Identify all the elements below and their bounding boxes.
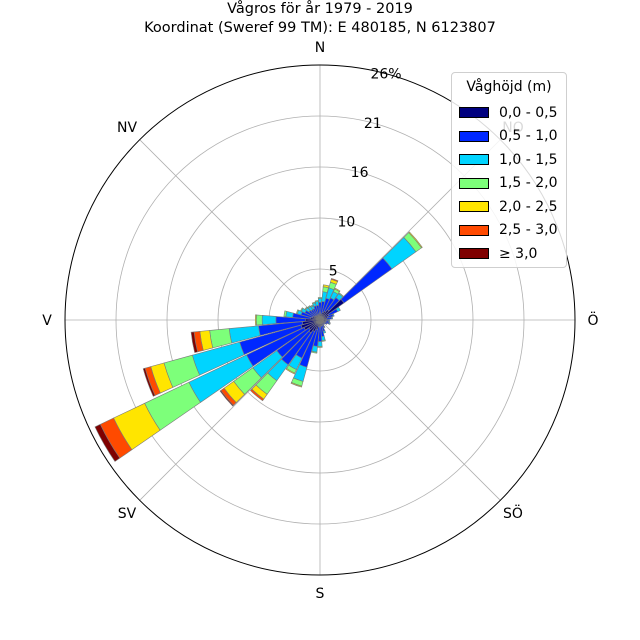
rose-bar-segment [331,316,334,320]
rose-bar-segment [311,350,318,354]
rose-bar-segment [332,313,335,317]
rose-bar-segment [321,339,326,342]
rose-bar-segment [317,298,323,303]
rose-bar-segment [190,331,198,353]
grid-spoke [319,319,501,501]
legend-swatch [459,201,489,213]
rose-bar-segment [285,368,296,375]
legend-label: 0,0 - 0,5 [499,104,558,121]
radial-tick-label: 10 [337,215,355,231]
legend-swatch [459,154,489,166]
rose-bar-segment [290,382,303,388]
rose-bar-segment [254,314,257,326]
legend-swatch [459,130,489,142]
legend-swatch [459,224,489,236]
legend-item: 1,0 - 1,5 [452,148,566,172]
direction-label: Ö [587,311,598,329]
rose-bar-segment [328,322,331,325]
rose-bar-segment [307,305,311,309]
chart-title: Vågros för år 1979 - 2019 [227,1,413,17]
rose-bar-segment [314,300,319,303]
legend-label: 1,5 - 2,0 [499,175,558,192]
rose-bar-segment [330,278,339,283]
chart-subtitle: Koordinat (Sweref 99 TM): E 480185, N 61… [144,20,496,36]
legend: Våghöjd (m) 0,0 - 0,5 0,5 - 1,0 1,0 - 1,5 1… [451,72,567,268]
rose-bar-segment [317,297,323,299]
chart-title-block: Vågros för år 1979 - 2019 Koordinat (Swe… [0,0,640,38]
outer-circle [64,64,576,576]
direction-label: SV [118,506,137,522]
legend-item: 0,5 - 1,0 [452,125,566,149]
rose-bar-segment [408,231,423,249]
rose-bar-segment [323,321,328,325]
legend-item: 0,0 - 0,5 [452,101,566,125]
legend-label: ≥ 3,0 [499,245,538,262]
rose-bar-segment [283,310,288,318]
legend-title: Våghöjd (m) [466,79,552,95]
legend-item: 1,5 - 2,0 [452,172,566,196]
rose-bar-segment [261,315,277,325]
direction-label: S [316,586,325,602]
rose-bar-segment [317,346,323,348]
direction-label: SÖ [503,504,523,522]
legend-items: 0,0 - 0,5 0,5 - 1,0 1,0 - 1,5 1,5 - 2,0 2,0 … [452,101,566,266]
rose-bar-segment [219,390,234,407]
rose-bars [94,231,423,462]
rose-bar-segment [94,423,121,462]
rose-bar-segment [334,287,341,293]
radial-tick-label: 26% [370,67,401,83]
rose-bar-segment [335,306,341,312]
legend-swatch [459,248,489,260]
direction-label: N [315,40,325,56]
legend-item: 2,0 - 2,5 [452,195,566,219]
rose-bar-segment [340,257,393,304]
direction-label: V [42,313,52,329]
grid-spoke [139,139,321,321]
legend-swatch [459,107,489,119]
legend-label: 2,5 - 3,0 [499,222,558,239]
rose-bar-segment [322,284,330,289]
rose-bar-segment [295,309,299,315]
legend-swatch [459,177,489,189]
radial-tick-label: 5 [329,264,338,280]
rose-bar-segment [285,310,294,318]
rose-bar-segment [317,341,323,347]
legend-label: 0,5 - 1,0 [499,128,558,145]
legend-item: ≥ 3,0 [452,242,566,266]
rose-bar-segment [338,292,344,298]
legend-item: 2,5 - 3,0 [452,219,566,243]
radial-tick-label: 16 [351,165,369,181]
rose-bar-segment [255,314,263,326]
rose-bar-segment [300,307,304,312]
radial-tick-label: 21 [364,116,382,132]
direction-label: NV [117,120,137,136]
legend-label: 2,0 - 2,5 [499,198,558,215]
rose-bar-segment [250,388,265,402]
legend-label: 1,0 - 1,5 [499,151,558,168]
rose-bar-segment [142,367,156,397]
rose-bar-segment [304,306,308,311]
